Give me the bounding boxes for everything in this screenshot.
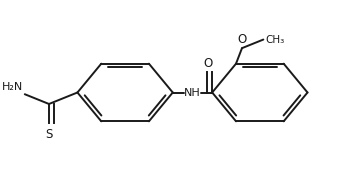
- Text: S: S: [45, 128, 53, 141]
- Text: NH: NH: [184, 88, 201, 97]
- Text: H₂N: H₂N: [2, 82, 23, 92]
- Text: CH₃: CH₃: [265, 35, 284, 45]
- Text: O: O: [237, 33, 247, 46]
- Text: O: O: [204, 57, 213, 70]
